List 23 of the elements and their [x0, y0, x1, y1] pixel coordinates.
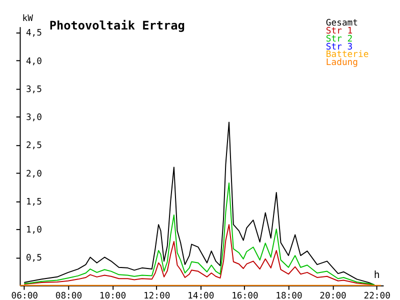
- y-tick-label: 0,5: [26, 254, 42, 264]
- y-axis-title: kW: [22, 14, 34, 24]
- y-tick-label: 4,0: [26, 56, 42, 67]
- y-tick-label: 1,5: [26, 197, 42, 208]
- y-tick-label: 3,5: [26, 84, 42, 95]
- x-tick-label: 18:00: [276, 292, 302, 300]
- y-tick-label: 2,5: [26, 141, 42, 152]
- x-tick-label: 22:00: [364, 292, 390, 300]
- y-tick-label: 4,5: [26, 28, 42, 39]
- y-tick-label: 1,0: [26, 226, 42, 236]
- x-tick-label: 10:00: [99, 292, 126, 300]
- y-tick-label: 2,0: [26, 169, 42, 180]
- x-tick-label: 20:00: [320, 292, 346, 300]
- text: Ladung: [326, 58, 358, 68]
- x-tick-label: 12:00: [143, 292, 170, 300]
- x-tick-label: 08:00: [55, 292, 82, 300]
- x-tick-label: 14:00: [188, 292, 214, 300]
- x-tick-label: 16:00: [232, 292, 258, 300]
- y-tick-label: 3,0: [26, 113, 42, 124]
- x-axis-title: h: [374, 270, 380, 281]
- line-series: [24, 182, 375, 286]
- x-tick-label: 06:00: [11, 292, 38, 300]
- chart-title: Photovoltaik Ertrag: [49, 18, 185, 33]
